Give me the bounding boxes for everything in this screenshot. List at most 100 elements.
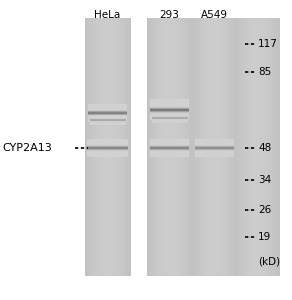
Bar <box>87 154 128 155</box>
Bar <box>150 143 189 144</box>
Bar <box>169 18 171 276</box>
Bar <box>273 18 275 276</box>
Bar <box>88 119 127 120</box>
Bar <box>87 148 128 149</box>
Bar <box>208 18 211 276</box>
Bar <box>150 108 189 109</box>
Bar <box>152 18 154 276</box>
Bar <box>159 18 161 276</box>
Bar <box>90 120 126 121</box>
Bar <box>150 106 189 107</box>
Bar <box>87 141 128 142</box>
Bar <box>150 155 189 156</box>
Bar <box>150 114 189 115</box>
Bar <box>115 18 117 276</box>
Bar <box>87 149 128 150</box>
Bar <box>150 111 189 112</box>
Bar <box>86 18 88 276</box>
Bar <box>90 116 126 117</box>
Bar <box>252 18 254 276</box>
Bar <box>248 18 249 276</box>
Bar <box>194 18 196 276</box>
Bar <box>195 153 234 154</box>
Bar <box>123 18 124 276</box>
Bar <box>150 101 189 102</box>
Bar <box>222 18 224 276</box>
Bar <box>97 18 99 276</box>
Bar <box>240 18 242 276</box>
Bar <box>90 123 126 124</box>
Bar <box>87 155 128 156</box>
Bar <box>88 110 127 111</box>
Bar <box>216 18 218 276</box>
Bar <box>87 145 128 146</box>
Bar <box>124 18 126 276</box>
Bar <box>150 141 189 142</box>
Bar <box>150 146 189 147</box>
Bar <box>150 149 189 150</box>
Bar <box>195 18 197 276</box>
Bar <box>88 111 127 112</box>
Bar <box>88 116 127 117</box>
Bar <box>112 18 114 276</box>
Bar <box>87 146 128 147</box>
Bar <box>152 115 187 116</box>
Bar <box>164 18 166 276</box>
Bar <box>88 121 127 122</box>
Bar <box>88 106 127 107</box>
Bar <box>93 18 95 276</box>
Bar <box>88 118 127 119</box>
Bar <box>152 117 187 118</box>
Bar <box>106 18 108 276</box>
Bar <box>185 18 187 276</box>
Bar <box>256 18 258 276</box>
Bar <box>165 18 167 276</box>
Text: 26: 26 <box>258 205 271 215</box>
Bar <box>234 18 236 276</box>
Bar <box>118 18 120 276</box>
Bar <box>150 142 189 143</box>
Bar <box>204 18 206 276</box>
Bar <box>150 110 189 111</box>
Bar <box>100 18 102 276</box>
Bar <box>195 140 234 141</box>
Bar <box>189 18 191 276</box>
Bar <box>88 107 127 108</box>
Text: 85: 85 <box>258 67 271 77</box>
Bar <box>206 18 208 276</box>
Bar <box>195 151 234 152</box>
Bar <box>94 18 96 276</box>
Bar <box>150 113 189 114</box>
Bar <box>150 140 189 141</box>
Bar <box>90 122 126 123</box>
Bar <box>154 18 157 276</box>
Bar <box>90 115 126 116</box>
Bar <box>277 18 279 276</box>
Bar <box>87 153 128 154</box>
Bar <box>211 18 213 276</box>
Bar <box>178 18 180 276</box>
Bar <box>234 18 236 276</box>
Bar <box>150 150 189 151</box>
Bar <box>162 18 164 276</box>
Bar <box>218 18 220 276</box>
Bar <box>150 149 189 150</box>
Bar <box>230 18 232 276</box>
Text: CYP2A13: CYP2A13 <box>2 143 52 153</box>
Bar <box>161 18 163 276</box>
Bar <box>107 18 110 276</box>
Text: HeLa: HeLa <box>94 10 121 20</box>
Bar <box>102 18 103 276</box>
Bar <box>186 18 188 276</box>
Bar <box>264 18 266 276</box>
Bar <box>150 102 189 103</box>
Bar <box>220 18 223 276</box>
Bar <box>195 156 234 157</box>
Bar <box>192 18 194 276</box>
Bar <box>150 116 189 117</box>
Bar <box>195 143 234 144</box>
Bar <box>171 18 173 276</box>
Bar <box>231 18 233 276</box>
Bar <box>201 18 203 276</box>
Bar <box>87 151 128 152</box>
